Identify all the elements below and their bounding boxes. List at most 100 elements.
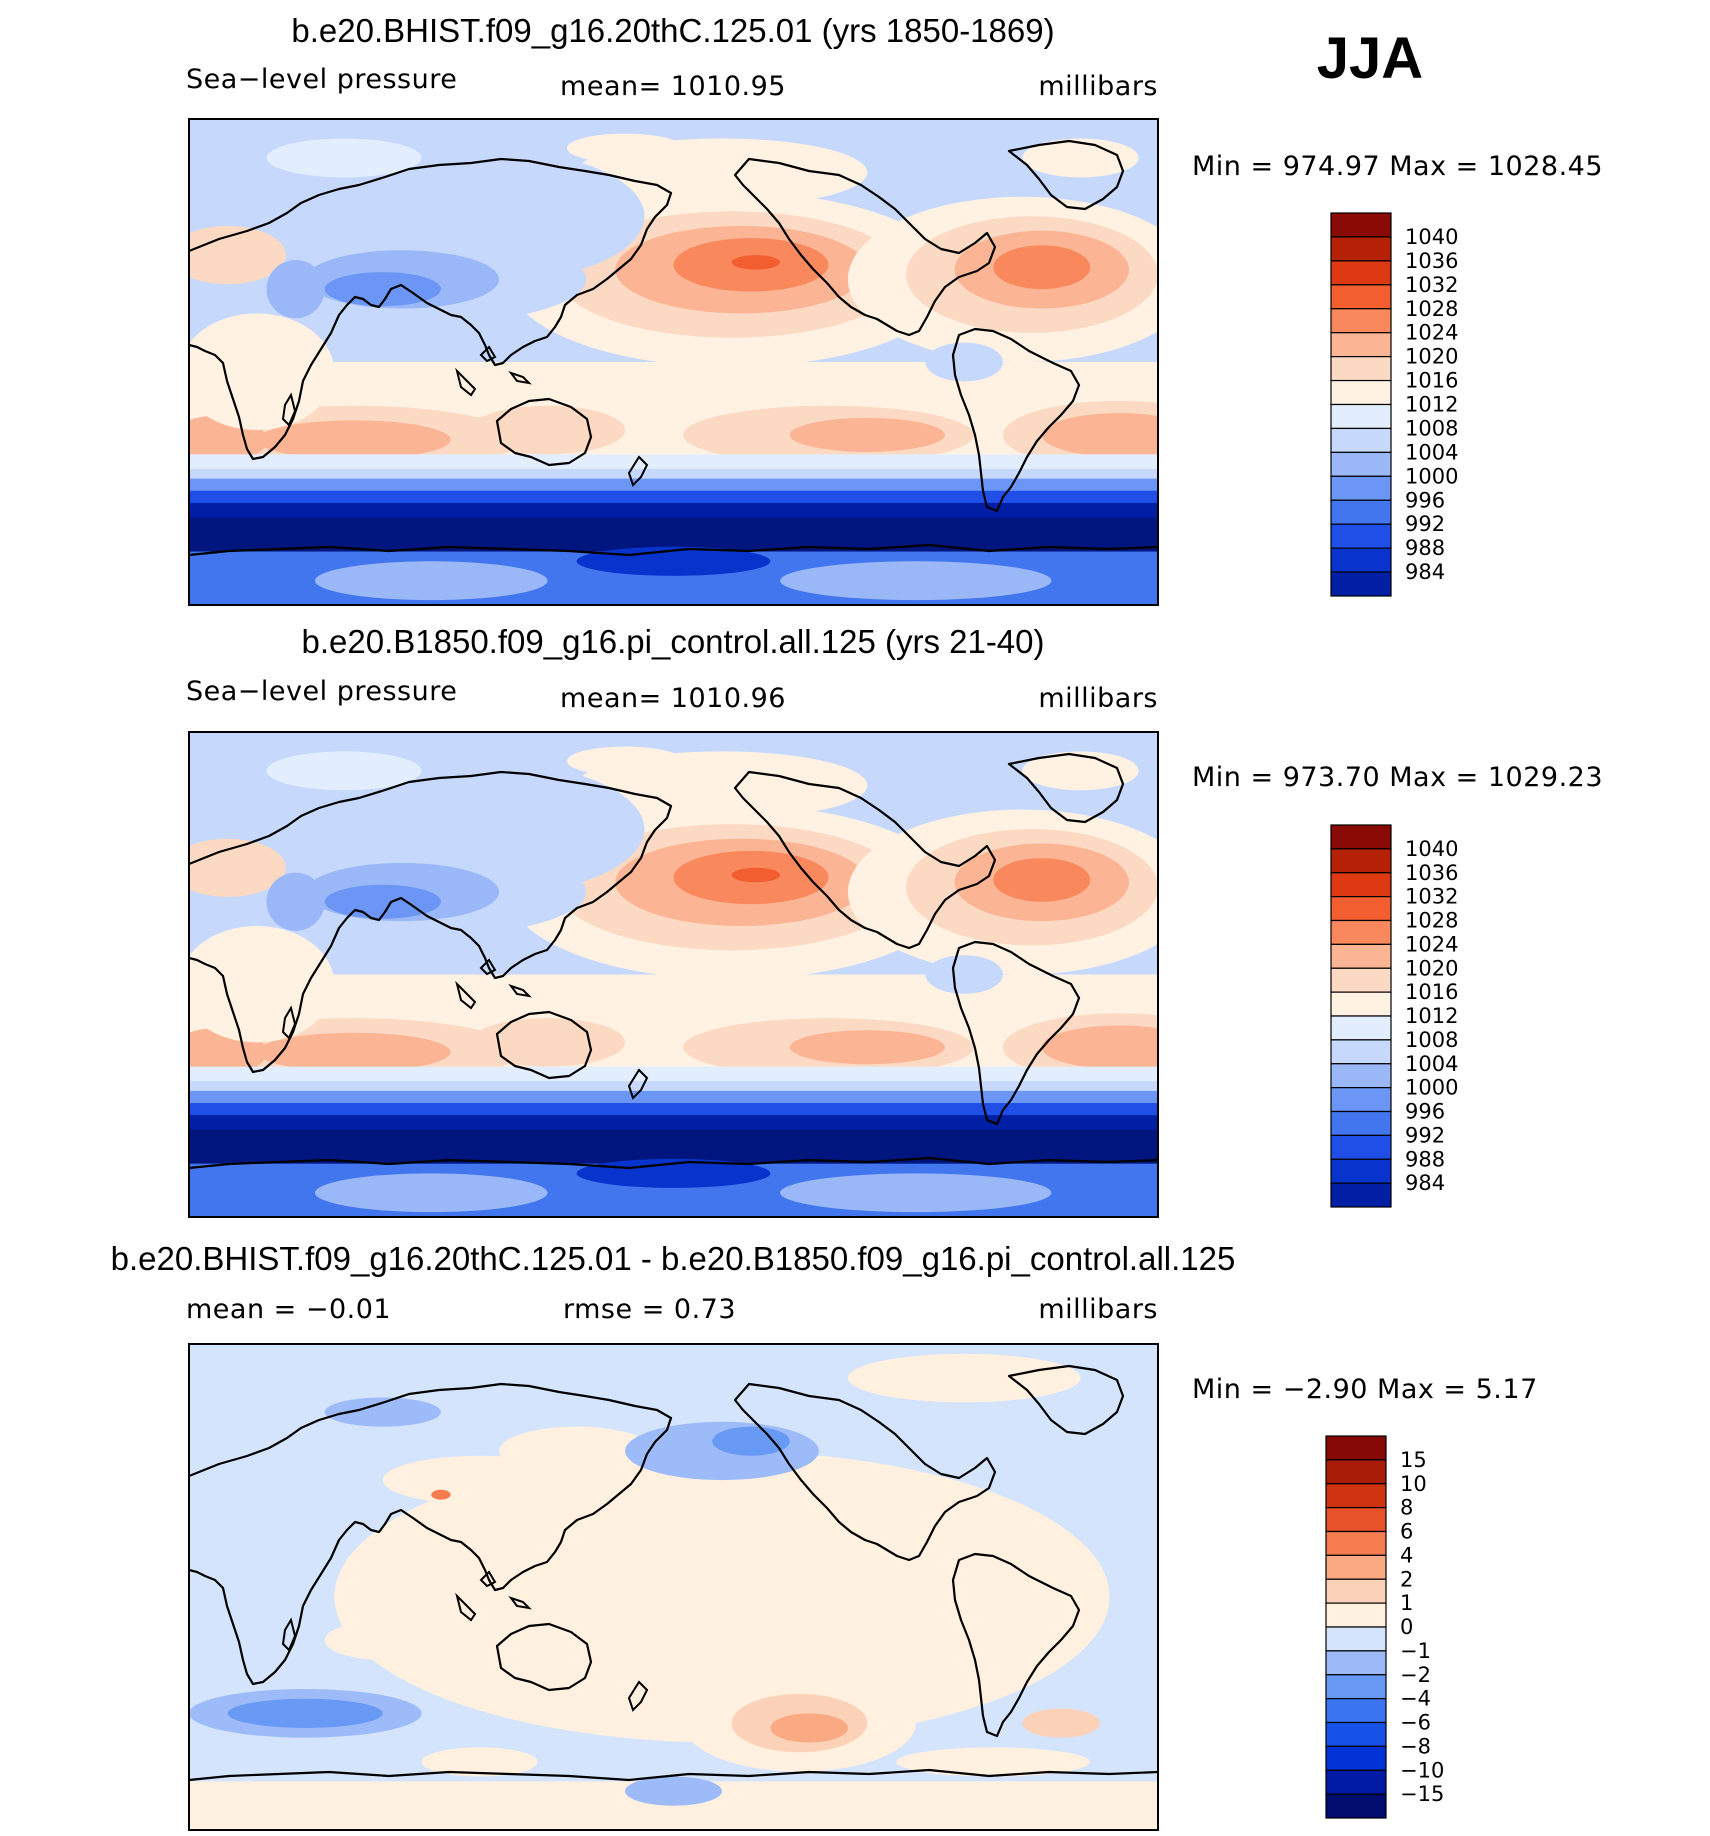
pressure-contour-region: [625, 1776, 722, 1806]
panel-title: b.e20.BHIST.f09_g16.20thC.125.01 (yrs 18…: [291, 12, 1054, 49]
pressure-contour-region: [993, 858, 1091, 902]
pressure-contour-region: [189, 1090, 1158, 1106]
minmax-label: Min = 974.97 Max = 1028.45: [1192, 151, 1603, 182]
colorbar-tick-label: 1032: [1405, 273, 1458, 297]
colorbar-tick-label: −8: [1400, 1734, 1431, 1758]
colorbar-tick-label: 1000: [1405, 1076, 1458, 1100]
colorbar-tick-label: 992: [1405, 512, 1445, 536]
colorbar-box: [1330, 332, 1392, 358]
colorbar-tick-label: 1028: [1405, 297, 1458, 321]
pressure-contour-region: [421, 1747, 538, 1777]
colorbar-tick-label: 1024: [1405, 321, 1458, 345]
panel-control: b.e20.B1850.f09_g16.pi_control.all.125 (…: [186, 623, 1603, 1218]
colorbar-box: [1325, 1745, 1387, 1771]
pressure-contour-region: [789, 417, 945, 452]
mean-label: mean= 1010.96: [560, 683, 786, 714]
colorbar-tick-label: 1020: [1405, 345, 1458, 369]
colorbar-box: [1330, 284, 1392, 310]
colorbar-tick-label: 996: [1405, 1100, 1445, 1124]
season-label: JJA: [1317, 26, 1423, 91]
pressure-contour-region: [382, 1455, 577, 1505]
pressure-contour-region: [266, 751, 422, 791]
mean-label: mean= 1010.95: [560, 71, 786, 102]
colorbar-box: [1330, 1158, 1392, 1184]
colorbar-tick-label: 1024: [1405, 932, 1458, 956]
pressure-contour-region: [256, 420, 451, 460]
colorbar-tick-label: 988: [1405, 1147, 1445, 1171]
colorbar-tick-label: 984: [1405, 560, 1445, 584]
pressure-contour-region: [770, 1713, 848, 1743]
units-label: millibars: [1038, 683, 1158, 714]
colorbar-box: [1325, 1459, 1387, 1485]
colorbar: 1040103610321028102410201016101210081004…: [1330, 824, 1458, 1208]
pressure-contour-region: [925, 955, 1003, 994]
pressure-contour-region: [1022, 751, 1139, 791]
pressure-contour-region: [925, 342, 1003, 382]
colorbar-tick-label: 6: [1400, 1520, 1413, 1544]
pressure-contour-region: [470, 405, 626, 455]
panel-difference: b.e20.BHIST.f09_g16.20thC.125.01 - b.e20…: [111, 1240, 1538, 1831]
pressure-contour-region: [189, 478, 1158, 494]
colorbar-box: [1330, 379, 1392, 406]
minmax-label: Min = 973.70 Max = 1029.23: [1192, 762, 1603, 793]
pressure-contour-region: [256, 1032, 451, 1072]
map-field: [189, 119, 1158, 605]
colorbar-box: [1330, 1087, 1392, 1113]
colorbar-tick-label: −15: [1400, 1782, 1444, 1806]
rmse-label: rmse = 0.73: [563, 1294, 736, 1325]
colorbar-tick-label: 988: [1405, 536, 1445, 560]
colorbar-tick-label: 1016: [1405, 369, 1458, 393]
colorbar-box: [1330, 1039, 1392, 1065]
colorbar-box: [1330, 403, 1392, 430]
pressure-contour-region: [266, 872, 325, 931]
colorbar-tick-label: 996: [1405, 488, 1445, 512]
pressure-contour-region: [896, 1747, 1091, 1777]
colorbar: 1040103610321028102410201016101210081004…: [1330, 212, 1458, 597]
colorbar-box: [1325, 1507, 1387, 1533]
pressure-contour-region: [431, 1489, 451, 1500]
pressure-contour-region: [780, 561, 1052, 601]
pressure-contour-region: [847, 1353, 1081, 1403]
colorbar-box: [1330, 1015, 1392, 1041]
colorbar-box: [1330, 872, 1392, 898]
pressure-contour-region: [189, 313, 335, 431]
pressure-contour-region: [266, 138, 422, 178]
pressure-contour-region: [780, 1173, 1052, 1213]
panel-title: b.e20.B1850.f09_g16.pi_control.all.125 (…: [302, 623, 1045, 660]
pressure-contour-region: [324, 1397, 441, 1427]
pressure-contour-region: [189, 1103, 1158, 1118]
minmax-label: Min = −2.90 Max = 5.17: [1192, 1374, 1538, 1405]
colorbar-box: [1325, 1793, 1387, 1819]
variable-label: Sea−level pressure: [186, 64, 457, 95]
colorbar-tick-label: −4: [1400, 1687, 1431, 1711]
colorbar-tick-label: 1004: [1405, 440, 1458, 464]
colorbar-box: [1330, 1063, 1392, 1089]
pressure-contour-region: [731, 867, 781, 883]
colorbar-tick-label: 1036: [1405, 861, 1458, 885]
colorbar-tick-label: 1032: [1405, 885, 1458, 909]
colorbar-box: [1330, 260, 1392, 286]
colorbar-tick-label: 1012: [1405, 1004, 1458, 1028]
colorbar-tick-label: 1040: [1405, 837, 1458, 861]
pressure-contour-region: [189, 838, 286, 897]
pressure-contour-region: [566, 746, 684, 776]
map-frame: [188, 118, 1159, 606]
pressure-contour-region: [334, 1450, 1110, 1743]
colorbar-box: [1325, 1674, 1387, 1700]
colorbar-tick-label: 1040: [1405, 225, 1458, 249]
colorbar-box: [1330, 308, 1392, 334]
pressure-contour-region: [625, 1421, 819, 1481]
map-frame: [188, 1343, 1159, 1831]
colorbar-tick-label: 1000: [1405, 464, 1458, 488]
map-frame: [188, 731, 1159, 1218]
colorbar-box: [1330, 919, 1392, 945]
colorbar-tick-label: 1004: [1405, 1052, 1458, 1076]
colorbar-tick-label: 2: [1400, 1567, 1413, 1591]
colorbar-box: [1330, 475, 1392, 501]
colorbar-tick-label: −10: [1400, 1758, 1444, 1782]
units-label: millibars: [1038, 71, 1158, 102]
colorbar-tick-label: 15: [1400, 1448, 1427, 1472]
pressure-contour-region: [576, 1158, 771, 1188]
pressure-contour-region: [1041, 413, 1158, 457]
